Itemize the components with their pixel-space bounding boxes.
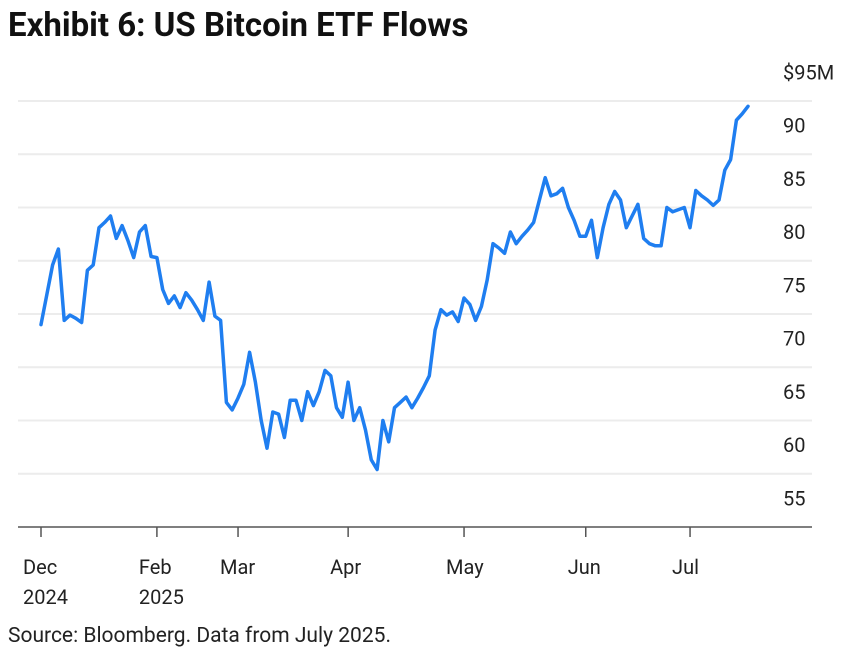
data-line (39, 104, 750, 472)
x-tick-label: Jun (567, 555, 601, 579)
y-tick-label: 65 (783, 380, 805, 404)
y-tick-label: 55 (783, 486, 805, 510)
x-tick-label: Feb 2025 (138, 555, 184, 609)
x-tick-label: May (446, 555, 484, 579)
y-tick-label: 60 (783, 433, 805, 457)
y-tick-label: 80 (783, 220, 805, 244)
y-tick-label: 90 (783, 114, 805, 138)
x-tick-label: Mar (220, 555, 256, 579)
x-tick-label: Jul (672, 555, 699, 579)
x-tick-label: Apr (330, 555, 362, 579)
y-tick-label: 70 (783, 327, 805, 351)
y-tick-label: 75 (783, 273, 805, 297)
y-tick-label: 85 (783, 167, 805, 191)
source-note: Source: Bloomberg. Data from July 2025. (8, 624, 391, 648)
x-tick-label: Dec 2024 (23, 555, 68, 609)
chart-title: Exhibit 6: US Bitcoin ETF Flows (8, 6, 469, 45)
y-tick-label: $95M (783, 60, 834, 84)
